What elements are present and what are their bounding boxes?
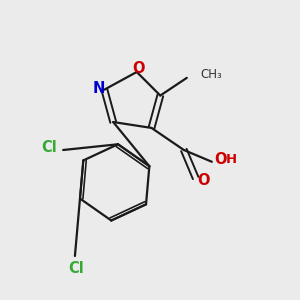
Text: O: O <box>197 173 210 188</box>
Text: Cl: Cl <box>68 261 84 276</box>
Text: CH₃: CH₃ <box>200 68 222 81</box>
Text: H: H <box>226 153 237 166</box>
Text: O: O <box>214 152 227 167</box>
Text: O: O <box>132 61 145 76</box>
Text: N: N <box>93 81 105 96</box>
Text: Cl: Cl <box>41 140 57 155</box>
